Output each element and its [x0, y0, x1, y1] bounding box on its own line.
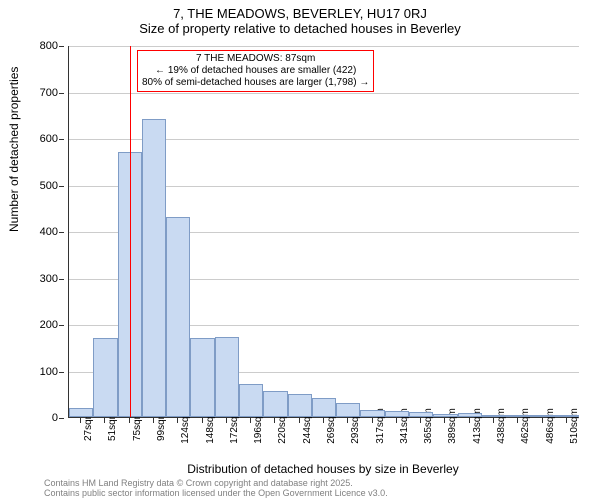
annotation-box: 7 THE MEADOWS: 87sqm← 19% of detached ho…: [137, 50, 374, 92]
histogram-bar: [142, 119, 166, 417]
x-tick-label: 438sqm: [496, 408, 507, 444]
histogram-bar: [312, 398, 336, 417]
x-tick-label: 462sqm: [520, 408, 531, 444]
x-axis-label: Distribution of detached houses by size …: [68, 462, 578, 476]
x-tick-mark: [517, 418, 518, 423]
annotation-line: 7 THE MEADOWS: 87sqm: [142, 53, 369, 65]
x-tick-mark: [299, 418, 300, 423]
y-axis-ticks: 0100200300400500600700800: [0, 46, 64, 418]
grid-line: [69, 46, 579, 47]
y-tick-label: 800: [40, 40, 58, 52]
x-tick-mark: [250, 418, 251, 423]
x-tick-mark: [469, 418, 470, 423]
histogram-bar: [530, 415, 554, 417]
footer-line-2: Contains public sector information licen…: [44, 488, 388, 498]
histogram-bar: [263, 391, 287, 417]
histogram-bar: [458, 413, 482, 417]
y-tick-mark: [59, 418, 64, 419]
x-tick-mark: [542, 418, 543, 423]
histogram-bar: [385, 411, 409, 417]
histogram-bar: [190, 338, 214, 417]
plot-area: 7 THE MEADOWS: 87sqm← 19% of detached ho…: [68, 46, 578, 418]
histogram-bar: [482, 415, 506, 417]
histogram-bar: [433, 414, 457, 417]
histogram-bar: [239, 384, 263, 417]
y-tick-label: 600: [40, 133, 58, 145]
x-tick-mark: [493, 418, 494, 423]
x-axis-ticks: 27sqm51sqm75sqm99sqm124sqm148sqm172sqm19…: [68, 418, 578, 468]
copyright-footer: Contains HM Land Registry data © Crown c…: [44, 478, 388, 498]
chart-title-address: 7, THE MEADOWS, BEVERLEY, HU17 0RJ: [0, 0, 600, 21]
x-tick-mark: [153, 418, 154, 423]
y-tick-mark: [59, 325, 64, 326]
y-tick-mark: [59, 232, 64, 233]
x-tick-label: 510sqm: [569, 408, 580, 444]
footer-line-1: Contains HM Land Registry data © Crown c…: [44, 478, 388, 488]
y-tick-label: 200: [40, 319, 58, 331]
histogram-bar: [555, 415, 579, 417]
x-tick-mark: [80, 418, 81, 423]
histogram-bar: [93, 338, 117, 417]
chart-title-description: Size of property relative to detached ho…: [0, 21, 600, 40]
y-tick-mark: [59, 46, 64, 47]
y-tick-mark: [59, 93, 64, 94]
x-tick-mark: [104, 418, 105, 423]
histogram-bar: [360, 410, 384, 417]
y-tick-label: 300: [40, 273, 58, 285]
x-tick-mark: [347, 418, 348, 423]
x-tick-mark: [396, 418, 397, 423]
x-tick-mark: [202, 418, 203, 423]
y-tick-label: 700: [40, 87, 58, 99]
annotation-line: 80% of semi-detached houses are larger (…: [142, 77, 369, 89]
x-tick-mark: [566, 418, 567, 423]
reference-line: [130, 46, 131, 417]
x-tick-mark: [444, 418, 445, 423]
histogram-bar: [288, 394, 312, 417]
y-tick-mark: [59, 139, 64, 140]
y-tick-label: 500: [40, 180, 58, 192]
x-tick-mark: [129, 418, 130, 423]
x-tick-mark: [420, 418, 421, 423]
x-tick-label: 486sqm: [545, 408, 556, 444]
x-tick-mark: [177, 418, 178, 423]
x-tick-mark: [323, 418, 324, 423]
y-tick-mark: [59, 186, 64, 187]
y-tick-mark: [59, 372, 64, 373]
histogram-bar: [215, 337, 239, 417]
x-tick-mark: [372, 418, 373, 423]
x-tick-mark: [274, 418, 275, 423]
histogram-bar: [506, 415, 530, 417]
histogram-bar: [336, 403, 360, 417]
y-tick-label: 400: [40, 226, 58, 238]
histogram-bar: [409, 412, 433, 417]
histogram-bar: [69, 408, 93, 417]
x-tick-mark: [226, 418, 227, 423]
histogram-bar: [166, 217, 190, 417]
y-tick-label: 100: [40, 366, 58, 378]
grid-line: [69, 93, 579, 94]
annotation-line: ← 19% of detached houses are smaller (42…: [142, 65, 369, 77]
y-tick-mark: [59, 279, 64, 280]
y-tick-label: 0: [52, 412, 58, 424]
